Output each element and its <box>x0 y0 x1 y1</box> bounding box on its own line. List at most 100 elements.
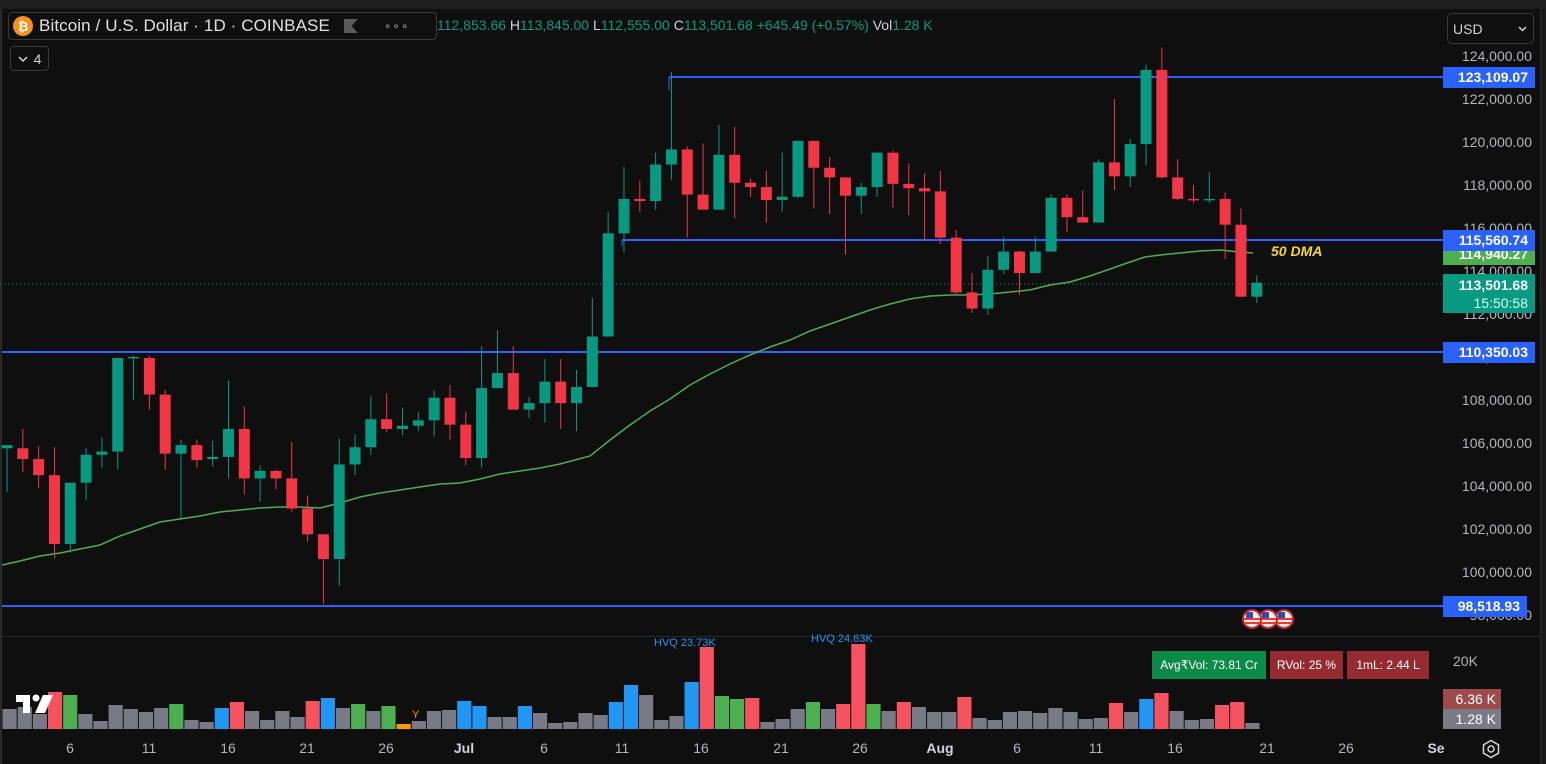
time-axis-label: 26 <box>1338 740 1354 756</box>
candle <box>1203 172 1215 204</box>
low-label: L <box>592 17 601 33</box>
volume-bar <box>760 722 775 729</box>
volume-bar <box>169 704 184 729</box>
candle <box>286 441 298 512</box>
volume-bar <box>381 706 396 729</box>
candle <box>665 72 677 180</box>
candle <box>808 140 820 209</box>
symbol-title[interactable]: Bitcoin / U.S. Dollar · 1D · COINBASE <box>39 16 330 35</box>
candle <box>1235 208 1247 297</box>
volume-bar <box>942 712 957 729</box>
ohlc-values: 112,853.66 H113,845.00 L112,555.00 C113,… <box>437 17 933 33</box>
volume-bar <box>911 707 927 729</box>
candle <box>476 346 488 468</box>
candle <box>112 358 124 470</box>
volume-tag-last: 1.28 K <box>1443 709 1501 729</box>
settings-hexagon-icon[interactable] <box>1481 739 1501 759</box>
volume-bar <box>320 698 335 729</box>
volume-bar <box>532 713 548 729</box>
candle <box>966 273 978 313</box>
more-options-icon[interactable]: ∘∘∘ <box>383 19 410 33</box>
volume-bar <box>290 717 305 729</box>
left-edge <box>0 9 2 764</box>
volume-bar <box>1078 719 1093 729</box>
volume-bar <box>972 718 987 729</box>
volume-bar <box>1230 702 1245 729</box>
candle <box>903 163 915 216</box>
time-axis-label: 16 <box>693 740 709 756</box>
candle <box>1077 190 1089 223</box>
tradingview-logo-icon[interactable] <box>16 693 56 715</box>
time-axis-label: 11 <box>614 740 630 756</box>
volume-bar <box>896 702 911 729</box>
volume-bar <box>1063 712 1078 729</box>
indicators-collapse-button[interactable]: 4 <box>10 46 49 71</box>
volume-bar <box>1139 699 1154 729</box>
candle <box>1045 194 1057 252</box>
price-axis-tick: 100,000.00 <box>1461 564 1532 580</box>
candle <box>934 170 946 245</box>
chevron-down-icon <box>18 55 28 62</box>
volume-bar <box>32 714 47 729</box>
volume-bar <box>123 709 138 729</box>
time-axis-label: Jul <box>453 740 475 756</box>
candle <box>760 170 772 223</box>
currency-select[interactable]: USD <box>1447 13 1534 44</box>
volume-bar <box>366 711 381 729</box>
volume-bar <box>1017 711 1033 729</box>
candles-group <box>1 47 1263 605</box>
volume-bar <box>517 706 532 729</box>
symbol-legend[interactable]: ₿ Bitcoin / U.S. Dollar · 1D · COINBASE … <box>8 12 437 40</box>
volume-bar <box>351 704 366 729</box>
candle <box>650 152 662 210</box>
level-tag-123109: 123,109.07 <box>1443 67 1535 88</box>
candle <box>824 156 836 214</box>
candle <box>207 440 219 467</box>
vol-label: Vol <box>872 17 893 33</box>
high-label: H <box>509 17 521 33</box>
volume-bar <box>820 709 836 729</box>
volume-bar <box>805 702 820 729</box>
candle <box>586 297 598 388</box>
dividend-marker[interactable]: Y <box>412 709 420 721</box>
volume-bar <box>1093 718 1108 729</box>
candle <box>128 355 140 400</box>
candle <box>729 126 741 219</box>
volume-bar <box>487 717 502 729</box>
volume-bar <box>1124 712 1139 729</box>
candle <box>96 437 108 468</box>
time-axis-label: 11 <box>1088 740 1104 756</box>
price-axis-tick: 106,000.00 <box>1461 435 1532 451</box>
candle <box>412 411 424 432</box>
volume-bar <box>851 644 866 729</box>
candle <box>1219 192 1231 260</box>
economic-events-icons[interactable] <box>1240 607 1300 633</box>
price-axis-tick: 122,000.00 <box>1461 91 1532 107</box>
volume-bar <box>608 702 623 729</box>
volume-bar <box>1184 720 1199 729</box>
volume-pane-divider[interactable] <box>0 636 1540 637</box>
volume-bar <box>714 696 730 729</box>
candle <box>571 369 583 432</box>
candle <box>634 180 646 212</box>
volume-bar <box>1215 705 1230 729</box>
chevron-down-icon <box>1518 25 1527 32</box>
bitcoin-icon: ₿ <box>13 16 33 36</box>
volume-bar <box>260 720 275 729</box>
candle <box>1029 236 1041 274</box>
vol-value: 1.28 K <box>892 17 933 33</box>
candle <box>143 355 155 410</box>
flag-icon[interactable] <box>344 19 358 33</box>
last-price-value: 113,501.68 <box>1458 277 1528 293</box>
candle <box>602 211 614 337</box>
volume-bar <box>881 711 896 729</box>
candle <box>48 447 60 558</box>
candle <box>1124 138 1136 188</box>
level-tag-115560: 115,560.74 <box>1443 230 1535 251</box>
right-edge <box>1540 9 1546 764</box>
candle <box>175 439 187 519</box>
candle <box>792 140 804 198</box>
volume-bar <box>1033 713 1048 729</box>
